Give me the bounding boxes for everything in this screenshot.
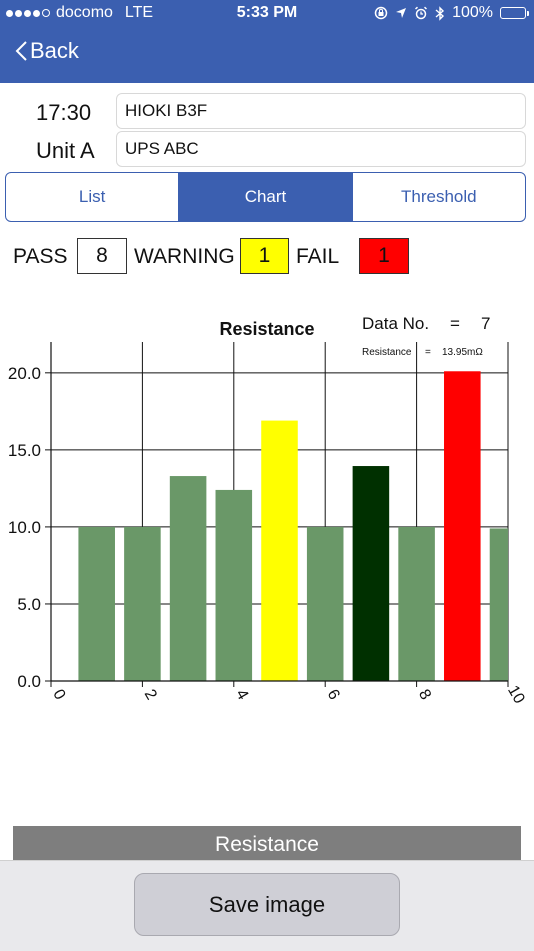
network-type: LTE: [124, 4, 154, 21]
x-tick-label: 10: [504, 683, 528, 707]
x-tick-label: 6: [324, 687, 343, 703]
battery-percent: 100%: [452, 4, 493, 21]
back-button[interactable]: Back: [14, 38, 79, 64]
chart-bar: [169, 476, 207, 681]
device-field[interactable]: HIOKI B3F: [116, 93, 526, 129]
save-image-button[interactable]: Save image: [134, 873, 400, 936]
tab-threshold[interactable]: Threshold: [401, 187, 477, 206]
battery-icon: [500, 7, 529, 19]
chart-bar: [489, 528, 508, 681]
status-right: 100%: [374, 4, 529, 22]
res-info-value: 13.95mΩ: [442, 347, 483, 358]
bluetooth-icon: [435, 5, 445, 21]
rotation-lock-icon: [374, 6, 388, 20]
data-no-label: Data No.: [362, 314, 429, 333]
pass-count: 8: [77, 238, 127, 274]
chart-bar: [215, 489, 253, 681]
data-no-value: 7: [481, 314, 490, 333]
chart-bar: [306, 526, 344, 681]
time-label: 17:30: [36, 100, 92, 125]
location-icon: [396, 8, 407, 18]
signal-icon: [6, 9, 50, 17]
chart-title: Resistance: [219, 319, 314, 339]
top-bar: [0, 0, 534, 83]
carrier-name: docomo: [56, 4, 113, 21]
name-field[interactable]: UPS ABC: [116, 131, 526, 167]
res-info-eq: =: [425, 347, 431, 358]
warning-label: WARNING: [134, 245, 235, 268]
x-tick-label: 2: [141, 687, 160, 703]
chart-bar: [78, 526, 115, 681]
chart-bar: [352, 466, 390, 681]
resistance-chart: 0.0 5.0 10.0 15.0 20.0 0 2 4 6 8 10 Resistance Dat…: [8, 314, 528, 707]
y-tick-label: 5.0: [17, 595, 41, 614]
y-tick-label: 0.0: [17, 672, 41, 691]
status-time: 5:33 PM: [236, 4, 298, 21]
y-tick-label: 15.0: [8, 441, 41, 460]
res-info-label: Resistance: [362, 347, 412, 358]
alarm-icon: [415, 6, 428, 20]
chart-bar: [261, 420, 298, 681]
chart-bar: [444, 371, 481, 681]
fail-count: 1: [359, 238, 409, 274]
view-segmented-control: List Chart Threshold: [5, 172, 526, 222]
tab-list[interactable]: List: [6, 173, 180, 221]
warning-count: 1: [240, 238, 289, 274]
chevron-left-icon: [15, 41, 27, 61]
back-label: Back: [30, 38, 79, 63]
x-tick-label: 0: [49, 687, 68, 703]
data-no-eq: =: [450, 314, 460, 333]
y-tick-label: 20.0: [8, 364, 41, 383]
fail-label: FAIL: [296, 245, 340, 268]
unit-label: Unit A: [36, 138, 95, 163]
x-tick-label: 8: [415, 687, 434, 703]
chart-bar: [398, 526, 435, 681]
chart-bar: [124, 526, 161, 681]
x-tick-label: 4: [232, 687, 251, 703]
tab-chart[interactable]: Chart: [179, 173, 353, 221]
resistance-footer-label: Resistance: [13, 826, 521, 864]
pass-label: PASS: [13, 245, 68, 268]
status-carrier: docomo LTE: [6, 4, 153, 22]
y-tick-label: 10.0: [8, 518, 41, 537]
